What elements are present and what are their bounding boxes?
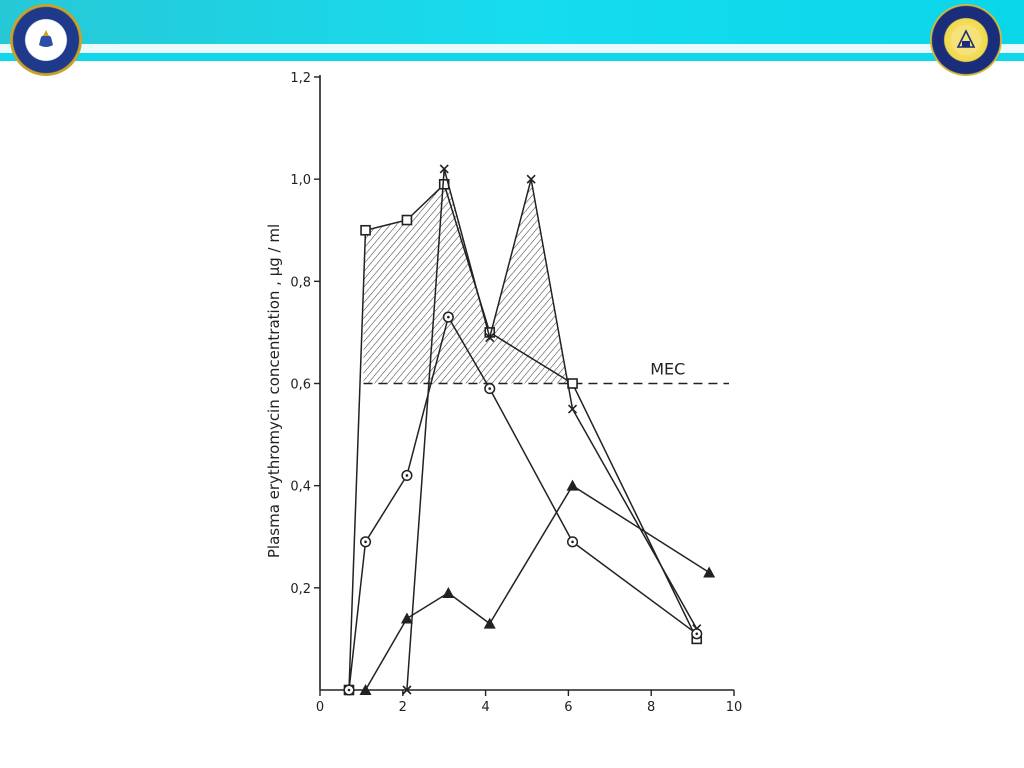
y-tick-label: 0,6 — [290, 378, 311, 393]
cross-stroke — [567, 404, 578, 414]
y-tick-label: 0,8 — [290, 275, 311, 290]
data-point-triangle — [703, 566, 716, 578]
x-tick-label: 8 — [647, 700, 655, 715]
erythromycin-chart: 0 2 4 6 8 10 0,2 0,4 0,6 0,8 1,0 1,2 MEC Plasma ery… — [265, 71, 742, 715]
cross-stroke — [485, 332, 495, 343]
x-tick-label: 4 — [481, 700, 489, 715]
data-point-circle-dot — [695, 632, 699, 636]
data-point-cross — [439, 164, 449, 174]
data-point-triangle — [400, 612, 413, 624]
data-point-triangle — [442, 586, 455, 598]
x-tick-label: 6 — [564, 700, 572, 715]
data-point-cross — [485, 332, 495, 343]
cross-stroke — [402, 685, 412, 695]
data-point-square — [360, 224, 371, 236]
data-point-triangle — [359, 684, 372, 695]
x-tick-label: 10 — [726, 700, 743, 715]
seal-emblem-right-icon — [951, 25, 981, 55]
data-point-triangle — [483, 617, 496, 629]
chart-axes: 0 2 4 6 8 10 0,2 0,4 0,6 0,8 1,0 1,2 — [290, 71, 742, 715]
header-divider-light — [0, 44, 1024, 53]
x-tick-label: 0 — [316, 700, 324, 715]
header-divider — [0, 53, 1024, 61]
mec-threshold: MEC — [363, 360, 729, 385]
data-point-circle-dot — [364, 540, 367, 544]
y-tick-label: 1,2 — [290, 71, 311, 86]
data-point-circle-dot — [405, 474, 409, 477]
series-line — [406, 168, 698, 691]
series-line — [364, 484, 710, 691]
x-tick-label: 2 — [399, 700, 407, 715]
data-point-circle-dot — [347, 688, 351, 692]
series-triangle — [359, 479, 716, 695]
university-seal-right-icon — [930, 4, 1002, 76]
mec-label: MEC — [650, 360, 685, 379]
data-point-triangle — [566, 479, 579, 491]
data-point-cross — [526, 174, 536, 184]
data-point-circle-dot — [571, 540, 574, 544]
y-tick-label: 0,2 — [290, 582, 311, 597]
data-point-circle-dot — [447, 315, 450, 319]
data-point-square — [567, 378, 578, 389]
series-circle — [343, 311, 703, 696]
data-point-cross — [567, 404, 578, 414]
cross-stroke — [526, 174, 536, 184]
y-axis-label: Plasma erythromycin concentration , μg /… — [265, 224, 283, 558]
y-tick-label: 1,0 — [290, 173, 311, 188]
chart-series — [343, 164, 716, 696]
y-tick-label: 0,4 — [290, 480, 311, 495]
seal-emblem-left-icon — [31, 25, 61, 55]
chart-panel: 0 2 4 6 8 10 0,2 0,4 0,6 0,8 1,0 1,2 MEC Plasma ery… — [253, 61, 771, 721]
data-point-cross — [402, 685, 412, 695]
header-banner — [0, 0, 1024, 44]
data-point-square — [401, 214, 413, 226]
university-seal-left-icon — [10, 4, 82, 76]
cross-stroke — [439, 164, 449, 174]
data-point-circle-dot — [488, 387, 492, 390]
